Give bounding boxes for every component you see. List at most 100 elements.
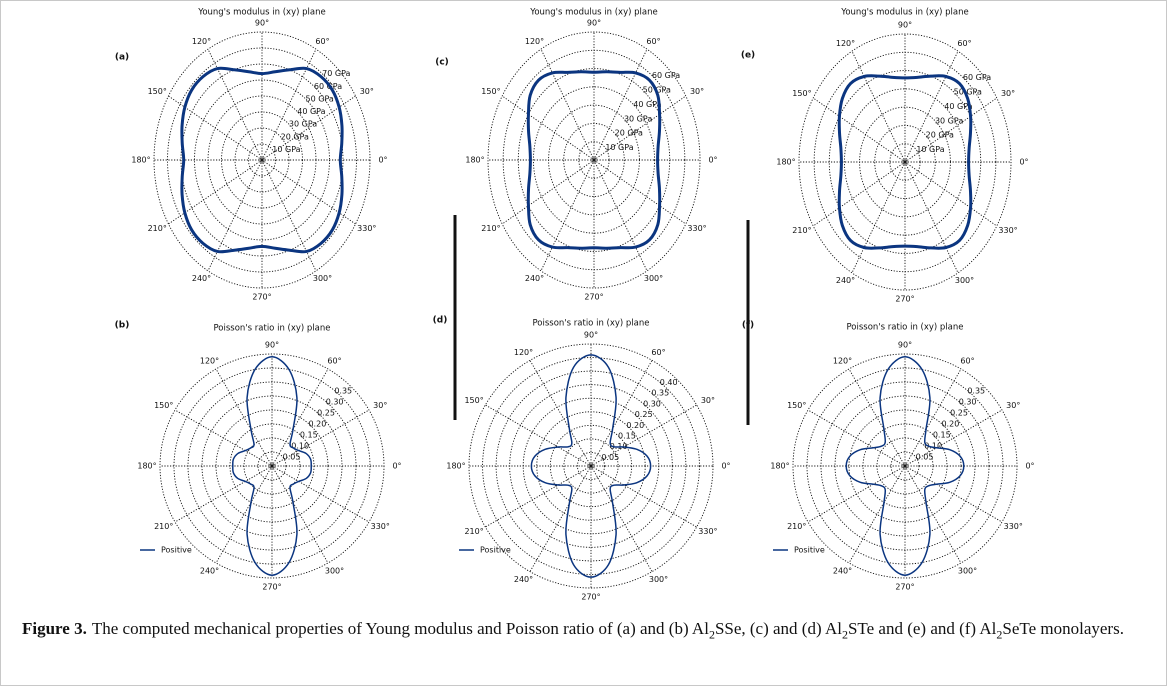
angle-label: 240°: [200, 566, 219, 575]
grid-spoke: [904, 161, 959, 274]
caption-run: 2: [996, 627, 1003, 642]
grid-spoke: [904, 50, 959, 163]
angle-label: 300°: [958, 566, 977, 575]
angle-label: 90°: [898, 341, 912, 350]
r-tick-label: 0.25: [950, 408, 968, 417]
angle-label: 150°: [154, 401, 173, 410]
r-tick-label: 0.30: [326, 397, 344, 406]
angle-label: 330°: [371, 522, 390, 531]
angle-label: 210°: [464, 527, 483, 536]
grid-ring: [234, 127, 290, 193]
grid-spoke: [848, 368, 906, 467]
angle-label: 300°: [649, 575, 668, 584]
angle-label: 270°: [581, 593, 600, 602]
angle-label: 330°: [998, 226, 1017, 235]
grid-spoke: [593, 95, 687, 161]
grid-spoke: [540, 159, 595, 272]
angle-label: 240°: [836, 276, 855, 285]
angle-label: 30°: [373, 401, 387, 410]
r-tick-label: 0.20: [308, 419, 326, 428]
legend-label: Positive: [480, 546, 511, 555]
panel-label: (c): [435, 58, 449, 68]
angle-label: 240°: [833, 566, 852, 575]
caption-run: 2: [708, 627, 715, 642]
grid-ring: [563, 438, 619, 494]
grid-ring: [248, 143, 276, 177]
grid-spoke: [485, 465, 592, 528]
caption-run: 2: [841, 627, 848, 642]
r-tick-label: 0.05: [283, 452, 301, 461]
grid-ring: [221, 111, 303, 209]
grid-ring: [549, 424, 633, 508]
polar-curve: [180, 66, 344, 254]
r-tick-label: 70 GPa: [322, 69, 350, 78]
caption-run: SeTe monolayers.: [1002, 619, 1124, 638]
angle-label: 210°: [148, 224, 167, 233]
grid-spoke: [261, 159, 317, 272]
angle-label: 300°: [644, 274, 663, 283]
chart-title: Poisson's ratio in (xy) plane: [532, 319, 649, 329]
r-tick-label: 0.40: [660, 378, 678, 387]
r-tick-label: 0.15: [618, 431, 636, 440]
angle-label: 120°: [200, 357, 219, 366]
grid-spoke: [501, 159, 595, 225]
grid-spoke: [593, 48, 648, 161]
grid-spoke: [851, 50, 906, 163]
angle-label: 60°: [327, 357, 341, 366]
polar-curve: [232, 356, 312, 576]
r-tick-label: 0.10: [291, 441, 309, 450]
angle-label: 270°: [895, 295, 914, 304]
grid-spoke: [168, 95, 263, 161]
angle-label: 90°: [255, 19, 269, 28]
r-tick-label: 0.30: [959, 397, 977, 406]
grid-spoke: [168, 159, 263, 225]
chart-title: Young's modulus in (xy) plane: [840, 8, 968, 18]
r-tick-label: 20 GPa: [926, 131, 954, 140]
grid-ring: [843, 88, 967, 236]
r-tick-label: 0.15: [933, 430, 951, 439]
grid-spoke: [904, 97, 998, 163]
grid-spoke: [540, 48, 595, 161]
grid-spoke: [207, 159, 263, 272]
r-tick-label: 50 GPa: [954, 87, 982, 96]
grid-spoke: [812, 97, 906, 163]
chart-title: Young's modulus in (xy) plane: [529, 8, 657, 18]
angle-label: 150°: [464, 396, 483, 405]
grid-spoke: [904, 465, 1003, 523]
r-tick-label: 0.35: [967, 386, 985, 395]
polar-curve: [845, 356, 965, 576]
chart-title: Poisson's ratio in (xy) plane: [846, 323, 963, 333]
angle-label: 120°: [525, 37, 544, 46]
angle-label: 180°: [770, 462, 789, 471]
r-tick-label: 10 GPa: [605, 143, 633, 152]
panel-label: (b): [115, 321, 130, 331]
angle-label: 150°: [792, 89, 811, 98]
grid-spoke: [848, 465, 906, 564]
grid-spoke: [590, 465, 653, 572]
r-tick-label: 30 GPa: [935, 116, 963, 125]
legend-label: Positive: [794, 546, 825, 555]
r-tick-label: 0.25: [317, 408, 335, 417]
r-tick-label: 0.25: [635, 410, 653, 419]
angle-label: 60°: [646, 37, 660, 46]
grid-spoke: [174, 409, 273, 467]
grid-spoke: [807, 465, 906, 523]
grid-spoke: [593, 159, 648, 272]
grid-spoke: [215, 368, 273, 467]
angle-label: 90°: [587, 19, 601, 28]
chart-title: Young's modulus in (xy) plane: [197, 8, 325, 18]
grid-spoke: [207, 48, 263, 161]
grid-ring: [532, 86, 656, 234]
angle-label: 180°: [446, 462, 465, 471]
angle-label: 270°: [252, 293, 271, 302]
r-tick-label: 40 GPa: [633, 100, 661, 109]
grid-spoke: [174, 465, 273, 523]
r-tick-label: 10 GPa: [272, 145, 300, 154]
grid-ring: [482, 357, 700, 575]
r-tick-label: 0.05: [916, 452, 934, 461]
angle-label: 120°: [192, 37, 211, 46]
caption-run: STe and (e) and (f) Al: [847, 619, 997, 638]
angle-label: 0°: [1025, 462, 1034, 471]
